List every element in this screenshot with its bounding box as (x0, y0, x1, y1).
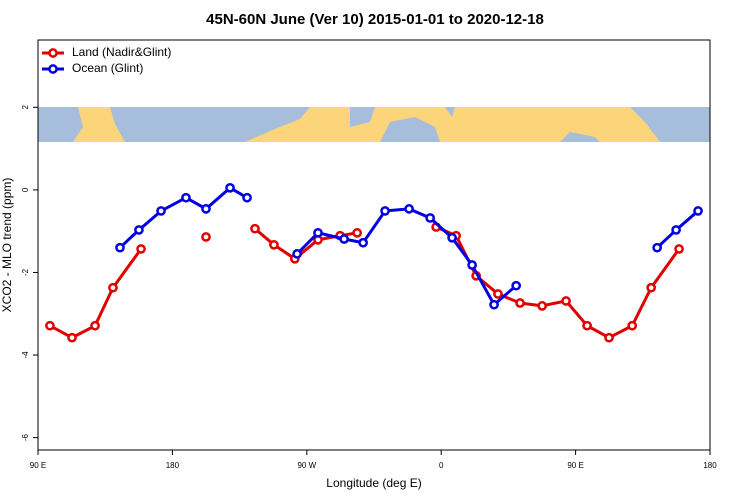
x-tick-label: 0 (439, 461, 444, 470)
y-tick-label: -4 (21, 351, 30, 359)
data-point (352, 227, 362, 238)
data-point (134, 225, 144, 235)
y-tick-label: -2 (21, 268, 30, 276)
data-point (489, 299, 499, 310)
y-tick-label: 2 (21, 105, 30, 110)
data-point (156, 206, 166, 216)
legend-label: Ocean (Glint) (72, 61, 143, 75)
data-point (380, 206, 390, 216)
x-tick-label: 90 E (30, 461, 46, 470)
data-point (201, 232, 211, 242)
x-axis-label: Longitude (deg E) (326, 476, 421, 490)
data-point (225, 182, 235, 193)
y-tick-label: -6 (21, 434, 30, 442)
data-point (250, 223, 260, 234)
data-point (604, 332, 614, 343)
x-tick-label: 180 (703, 461, 717, 470)
map-band (38, 107, 710, 142)
y-tick-label: 0 (21, 187, 30, 192)
data-point (404, 204, 414, 214)
data-point (108, 282, 118, 293)
data-point (467, 260, 477, 270)
plot-frame (37, 39, 711, 451)
data-point (358, 237, 368, 248)
x-tick-label: 90 W (297, 461, 316, 470)
data-point (646, 282, 657, 293)
data-point (582, 320, 592, 331)
data-point (652, 242, 662, 253)
series-line (296, 207, 518, 308)
data-point (136, 244, 146, 254)
data-point (671, 225, 681, 235)
legend-label: Land (Nadir&Glint) (72, 45, 171, 59)
legend-marker (48, 64, 58, 74)
data-point (447, 232, 457, 243)
data-point (537, 301, 547, 311)
data-point (674, 244, 684, 254)
data-point (515, 298, 525, 308)
y-axis-label: XCO2 - MLO trend (ppm) (0, 178, 14, 313)
data-point (67, 332, 77, 343)
data-point (511, 280, 522, 291)
legend-marker (48, 48, 58, 58)
x-tick-label: 180 (166, 461, 180, 470)
data-point (292, 249, 302, 259)
data-point (45, 320, 55, 331)
x-tick-label: 90 E (567, 461, 583, 470)
data-point (242, 192, 252, 203)
data-point (201, 204, 211, 214)
data-point (425, 213, 435, 223)
data-point (269, 239, 279, 250)
data-point (181, 192, 191, 203)
data-point (339, 234, 349, 244)
data-point (115, 242, 125, 253)
data-point (627, 320, 638, 331)
data-point (313, 227, 323, 238)
data-point (693, 206, 703, 216)
data-point (493, 289, 503, 299)
data-point (561, 296, 571, 306)
series-line (435, 225, 681, 340)
data-point (90, 320, 100, 331)
chart-title: 45N-60N June (Ver 10) 2015-01-01 to 2020… (206, 11, 544, 28)
